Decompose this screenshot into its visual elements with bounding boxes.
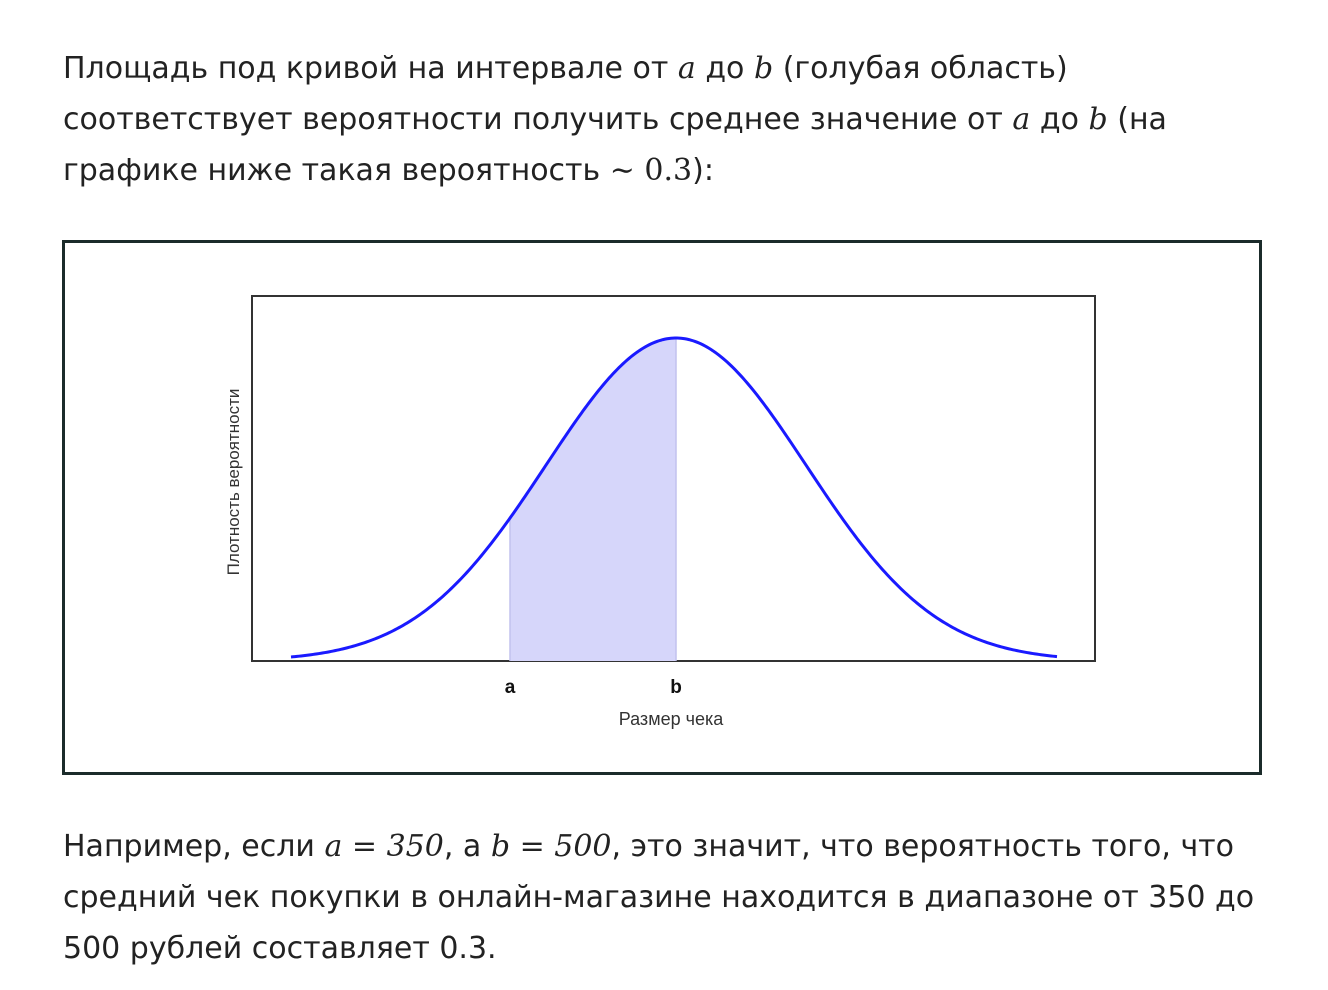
math-approx: ∼ 0.3 [609, 153, 693, 188]
math-b: b [753, 51, 774, 86]
intro-paragraph: Площадь под кривой на интервале от a до … [63, 43, 1293, 196]
math-a: a [677, 51, 696, 86]
math-b: b [1088, 102, 1108, 137]
shaded-probability-area [510, 338, 676, 661]
example-text-1: Например, если [63, 829, 325, 864]
figure-frame: a b Размер чека Плотность вероятности [62, 240, 1262, 775]
intro-text-3: (голубая область) соответствует вероятно… [63, 51, 1068, 137]
example-paragraph: Например, если a = 350, а b = 500, это з… [63, 821, 1293, 974]
example-text-3: , это значит, что вероятность того, что … [63, 829, 1255, 966]
density-curve [290, 336, 1058, 659]
intro-text-4: до [1030, 102, 1089, 137]
math-a-equals: a = 350 [324, 829, 444, 864]
intro-text-1: Площадь под кривой на интервале от [63, 51, 678, 86]
x-tick-label-b: b [670, 677, 682, 698]
intro-text-5: (на графике ниже такая вероятность [63, 102, 1167, 188]
math-a: a [1012, 102, 1031, 137]
x-tick-label-a: a [505, 677, 516, 698]
y-axis-label: Плотность вероятности [224, 389, 243, 576]
intro-text-2: до [695, 51, 754, 86]
math-b-equals: b = 500 [490, 829, 612, 864]
density-chart: a b Размер чека Плотность вероятности [224, 295, 1096, 729]
intro-text-6: ): [692, 153, 714, 188]
example-text-2: , а [443, 829, 491, 864]
x-axis-label: Размер чека [619, 709, 725, 729]
